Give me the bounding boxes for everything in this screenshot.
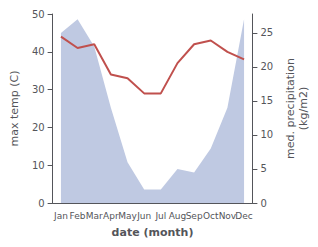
svg-text:10: 10 xyxy=(32,160,45,171)
svg-text:20: 20 xyxy=(260,61,273,72)
svg-text:Oct: Oct xyxy=(203,211,219,221)
svg-text:Jul: Jul xyxy=(154,211,166,221)
svg-text:Dec: Dec xyxy=(235,211,252,221)
svg-text:30: 30 xyxy=(32,84,45,95)
svg-text:Jun: Jun xyxy=(136,211,151,221)
svg-text:0: 0 xyxy=(260,198,266,209)
svg-text:15: 15 xyxy=(260,95,273,106)
svg-text:Sep: Sep xyxy=(186,211,203,221)
svg-text:(kg/m2): (kg/m2) xyxy=(297,87,310,130)
svg-text:Feb: Feb xyxy=(70,211,86,221)
svg-text:Mar: Mar xyxy=(86,211,103,221)
svg-text:0: 0 xyxy=(38,198,44,209)
svg-text:Nov: Nov xyxy=(219,211,237,221)
svg-text:25: 25 xyxy=(260,27,273,38)
svg-text:40: 40 xyxy=(32,46,45,57)
svg-text:May: May xyxy=(118,211,137,221)
svg-text:10: 10 xyxy=(260,129,273,140)
svg-text:max temp (C): max temp (C) xyxy=(8,70,21,146)
svg-text:50: 50 xyxy=(32,9,45,20)
svg-text:20: 20 xyxy=(32,122,45,133)
svg-text:Apr: Apr xyxy=(103,211,119,221)
svg-text:med. precipitation: med. precipitation xyxy=(284,58,297,159)
svg-text:Jan: Jan xyxy=(53,211,68,221)
svg-text:5: 5 xyxy=(260,163,266,174)
svg-text:Aug: Aug xyxy=(169,211,187,221)
svg-text:date (month): date (month) xyxy=(112,226,194,239)
